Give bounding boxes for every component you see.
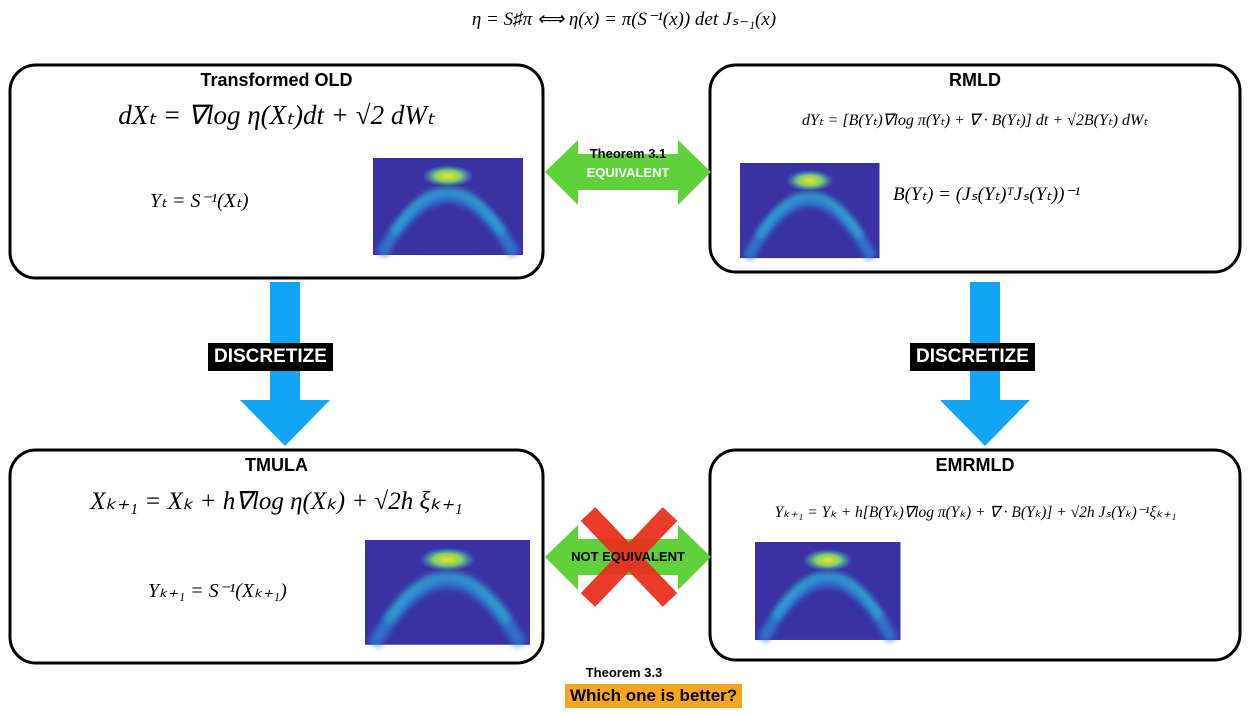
link-label: EQUIVALENT [586, 165, 670, 180]
heatmap [755, 542, 901, 640]
equation: Yₖ₊₁ = S⁻¹(Xₖ₊₁) [148, 580, 287, 602]
heatmap [373, 158, 523, 255]
equation: Xₖ₊₁ = Xₖ + h∇log η(Xₖ) + √2h ξₖ₊₁ [90, 488, 463, 515]
equation: dXₜ = ∇log η(Xₜ)dt + √2 dWₜ [118, 100, 435, 130]
box [708, 63, 1242, 274]
heatmap [365, 540, 530, 645]
footer-theorem: Theorem 3.3 [585, 665, 663, 680]
equation: Yₜ = S⁻¹(Xₜ) [150, 190, 249, 212]
equation: Yₖ₊₁ = Yₖ + h[B(Yₖ)∇log π(Yₖ) + ∇ · B(Yₖ… [774, 504, 1177, 521]
double-arrow [545, 140, 711, 205]
box-title: Transformed OLD [200, 70, 353, 90]
box-title: TMULA [245, 455, 308, 475]
box-title: RMLD [949, 70, 1001, 90]
heatmap [740, 163, 880, 258]
boxes [8, 63, 1242, 665]
link-label: NOT EQUIVALENT [571, 549, 685, 564]
link-theorem: Theorem 3.1 [589, 146, 667, 161]
equation: dYₜ = [B(Yₜ)∇log π(Yₜ) + ∇ · B(Yₜ)] dt +… [801, 112, 1148, 129]
discretize-label: DISCRETIZE [208, 343, 333, 371]
box [8, 448, 545, 665]
header-equation: η = S♯π ⟺ η(x) = π(S⁻¹(x)) det Jₛ₋₁(x) [471, 9, 777, 30]
red-cross [580, 507, 678, 607]
footer-question: Which one is better? [565, 684, 743, 708]
box [8, 63, 545, 280]
discretize-label: DISCRETIZE [910, 343, 1035, 371]
box-title: EMRMLD [935, 455, 1015, 475]
equation: B(Yₜ) = (Jₛ(Yₜ)ᵀJₛ(Yₜ))⁻¹ [893, 184, 1081, 205]
box [708, 448, 1242, 662]
link-arrows [545, 140, 711, 590]
